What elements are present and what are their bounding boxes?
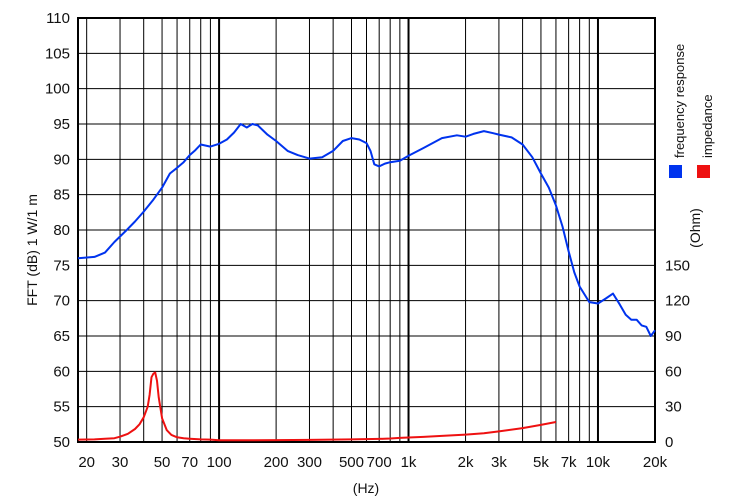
x-tick-label: 50 [154, 454, 171, 471]
x-tick-label: 10k [586, 454, 611, 471]
series-lines [77, 123, 656, 442]
x-axis-label: (Hz) [353, 480, 379, 496]
minor-grid [78, 17, 656, 443]
series-line-frequency-response [77, 123, 656, 337]
x-tick-label: 700 [367, 454, 392, 471]
y-tick-label: 50 [53, 434, 70, 451]
y-tick-label: 80 [53, 222, 70, 239]
y2-tick-label: 0 [665, 434, 673, 451]
legend-label-impedance: impedance [700, 94, 715, 158]
legend-swatch-impedance [697, 165, 710, 178]
x-tick-label: 20 [78, 454, 95, 471]
x-tick-label: 500 [339, 454, 364, 471]
x-tick-label: 7k [561, 454, 577, 471]
legend: frequency response impedance [669, 44, 715, 178]
series-line-impedance [77, 371, 557, 442]
x-tick-label: 2k [458, 454, 474, 471]
y2-axis-ticks: 150 120 90 60 30 0 [665, 257, 690, 451]
y-tick-label: 70 [53, 293, 70, 310]
x-tick-label: 5k [533, 454, 549, 471]
y-tick-label: 55 [53, 399, 70, 416]
y2-axis-label: (Ohm) [687, 208, 703, 248]
x-tick-label: 20k [643, 454, 668, 471]
y2-tick-label: 30 [665, 399, 682, 416]
y-axis-ticks: 110 105 100 95 90 85 80 75 70 65 60 55 50 [45, 10, 70, 451]
y2-tick-label: 90 [665, 328, 682, 345]
plot-frame [77, 17, 656, 443]
y-tick-label: 100 [45, 81, 70, 98]
y2-tick-label: 60 [665, 363, 682, 380]
x-tick-label: 200 [264, 454, 289, 471]
y-tick-label: 60 [53, 363, 70, 380]
x-tick-label: 3k [491, 454, 507, 471]
x-tick-label: 70 [181, 454, 198, 471]
x-tick-label: 1k [401, 454, 417, 471]
y-tick-label: 90 [53, 151, 70, 168]
y-tick-label: 75 [53, 257, 70, 274]
major-grid [218, 18, 599, 442]
y-tick-label: 105 [45, 45, 70, 62]
x-tick-label: 30 [112, 454, 129, 471]
legend-label-frequency-response: frequency response [672, 44, 687, 158]
x-tick-label: 300 [297, 454, 322, 471]
x-axis-ticks: 20 30 50 70 100 200 300 500 700 1k 2k 3k 5k 7k 10k 20k [78, 454, 667, 471]
y-tick-label: 85 [53, 187, 70, 204]
y-axis-label: FFT (dB) 1 W/1 m [24, 194, 40, 306]
legend-swatch-frequency-response [669, 165, 682, 178]
y-tick-label: 95 [53, 116, 70, 133]
y-tick-label: 110 [46, 10, 70, 27]
y2-tick-label: 120 [665, 293, 690, 310]
x-tick-label: 100 [207, 454, 232, 471]
y2-tick-label: 150 [665, 257, 690, 274]
y-tick-label: 65 [53, 328, 70, 345]
